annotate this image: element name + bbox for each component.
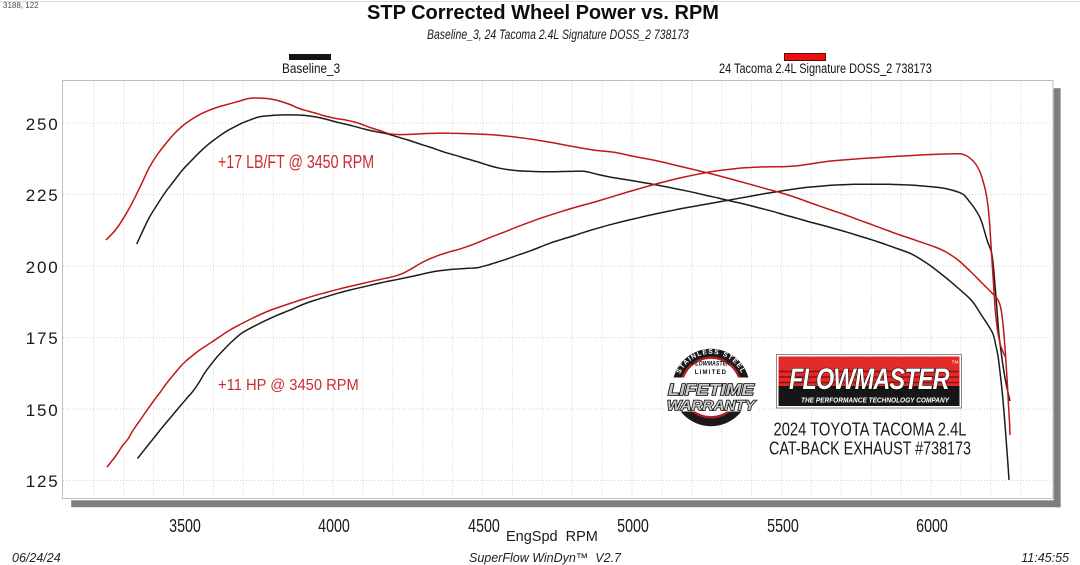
svg-text:LIFETIME: LIFETIME [668,382,756,399]
svg-text:WARRANTY: WARRANTY [667,397,757,413]
svg-text:LIMITED: LIMITED [695,370,727,376]
svg-text:TM: TM [952,360,959,366]
svg-text:2024 TOYOTA TACOMA 2.4L: 2024 TOYOTA TACOMA 2.4L [774,419,967,440]
svg-text:CAT-BACK EXHAUST #738173: CAT-BACK EXHAUST #738173 [769,438,971,459]
svg-text:THE PERFORMANCE TECHNOLOGY COM: THE PERFORMANCE TECHNOLOGY COMPANY [801,396,950,405]
svg-text:FLOWMASTER: FLOWMASTER [789,362,950,395]
svg-text:FLOWMASTER: FLOWMASTER [692,361,730,368]
